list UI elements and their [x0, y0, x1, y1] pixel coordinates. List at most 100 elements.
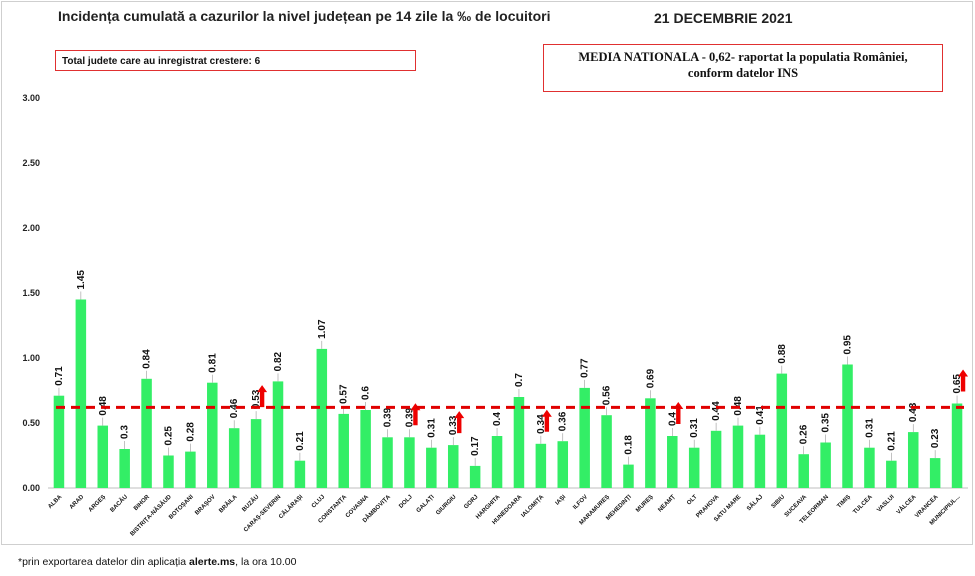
bar: [623, 464, 634, 488]
bar: [447, 445, 459, 488]
national-average-line2: conform datelor INS: [687, 66, 799, 80]
bar: [119, 449, 130, 488]
increase-arrow-icon: [541, 409, 552, 432]
x-tick-label: SIBIU: [771, 494, 787, 510]
x-tick-label: ARGEȘ: [88, 494, 107, 513]
data-label: 0.31: [864, 418, 875, 438]
bar: [907, 432, 919, 488]
data-label: 0.26: [799, 424, 810, 444]
bar: [97, 425, 109, 488]
bar: [272, 381, 284, 488]
national-average-box: MEDIA NATIONALA - 0,62- raportat la popu…: [543, 44, 943, 92]
y-tick-label: 2.50: [22, 158, 40, 168]
increase-arrow-icon: [257, 385, 268, 408]
x-tick-label: CLUJ: [311, 494, 326, 509]
x-tick-label: SĂLAJ: [745, 493, 764, 512]
x-tick-label: BUZĂU: [241, 493, 261, 513]
bar: [688, 447, 700, 488]
bar: [404, 437, 415, 488]
data-label: 0.84: [142, 349, 153, 369]
bar: [886, 460, 897, 488]
data-label: 0.41: [755, 405, 766, 425]
bar: [776, 373, 788, 488]
y-tick-label: 1.50: [22, 288, 40, 298]
data-label: 1.07: [317, 319, 328, 339]
bar: [141, 378, 152, 488]
x-tick-label: OLT: [686, 494, 699, 507]
bar: [207, 382, 218, 488]
bar: [491, 436, 503, 488]
data-label: 0.31: [426, 418, 437, 438]
bar: [75, 299, 87, 488]
data-label: 0.53: [251, 389, 262, 409]
x-tick-label: VÂLCEA: [895, 493, 918, 516]
x-tick-label: ILFOV: [572, 494, 589, 511]
data-label: 0.88: [777, 344, 788, 364]
data-label: 0.25: [163, 426, 174, 446]
chart-title: Incidența cumulată a cazurilor la nivel …: [58, 8, 551, 24]
bar: [382, 437, 393, 488]
data-label: 0.46: [229, 398, 240, 418]
data-label: 0.44: [711, 401, 722, 421]
footnote-source: alerte.ms: [189, 556, 236, 568]
x-tick-label: BRAȘOV: [194, 494, 216, 516]
bar: [513, 397, 525, 488]
bar: [316, 348, 328, 488]
x-tick-label: CARAȘ-SEVERIN: [243, 494, 282, 533]
data-label: 0.35: [821, 413, 832, 433]
y-tick-label: 0.00: [22, 483, 40, 493]
data-label: 0.69: [645, 368, 656, 388]
x-tick-label: TIMIȘ: [836, 494, 852, 510]
bar: [710, 430, 722, 488]
increase-arrow-icon: [454, 411, 465, 434]
bar: [820, 442, 831, 488]
x-tick-label: IALOMIȚA: [521, 494, 546, 519]
data-label: 0.18: [623, 435, 634, 455]
data-label: 0.95: [843, 335, 854, 355]
data-label: 0.43: [908, 402, 919, 422]
bar: [601, 415, 612, 488]
data-label: 1.45: [76, 270, 87, 290]
bar: [864, 447, 875, 488]
data-label: 0.81: [207, 353, 218, 373]
national-average-line1: MEDIA NATIONALA - 0,62- raportat la popu…: [578, 50, 908, 64]
data-label: 0.31: [689, 418, 700, 438]
x-tick-label: TULCEA: [852, 494, 874, 516]
bar: [535, 443, 547, 488]
x-tick-label: GORJ: [463, 494, 479, 510]
increase-count-box: Total judete care au inregistrat crester…: [55, 50, 416, 71]
data-label: 0.82: [273, 351, 284, 371]
bar: [360, 410, 371, 488]
y-tick-label: 0.50: [22, 418, 40, 428]
bar: [645, 398, 656, 488]
x-tick-label: GALAȚI: [416, 494, 436, 514]
bar: [754, 434, 766, 488]
y-tick-label: 2.00: [22, 223, 40, 233]
data-label: 0.7: [514, 373, 525, 387]
bar: [667, 436, 678, 488]
bar: [798, 454, 809, 488]
footnote-suffix: , la ora 10.00: [235, 556, 297, 568]
bar: [185, 451, 196, 488]
data-label: 0.39: [404, 407, 415, 427]
x-tick-label: BACĂU: [109, 493, 129, 513]
data-label: 0.21: [295, 431, 306, 451]
data-label: 0.71: [54, 366, 65, 386]
x-tick-label: BRĂILA: [218, 493, 239, 514]
data-label: 0.28: [185, 422, 196, 442]
report-date: 21 DECEMBRIE 2021: [654, 10, 793, 26]
x-tick-label: BISTRIȚA-NĂSĂUD: [129, 493, 174, 538]
bar: [842, 364, 853, 488]
x-tick-label: IAȘI: [555, 494, 568, 507]
bar: [951, 403, 963, 488]
data-label: 0.17: [470, 436, 481, 456]
bar: [163, 455, 174, 488]
data-label: 0.56: [602, 385, 613, 405]
x-tick-label: GIURGIU: [435, 494, 457, 516]
data-label: 0.21: [886, 431, 897, 451]
chart-frame: [1, 1, 973, 545]
data-label: 0.6: [361, 386, 372, 400]
bar: [294, 460, 306, 488]
data-label: 0.3: [120, 425, 131, 439]
